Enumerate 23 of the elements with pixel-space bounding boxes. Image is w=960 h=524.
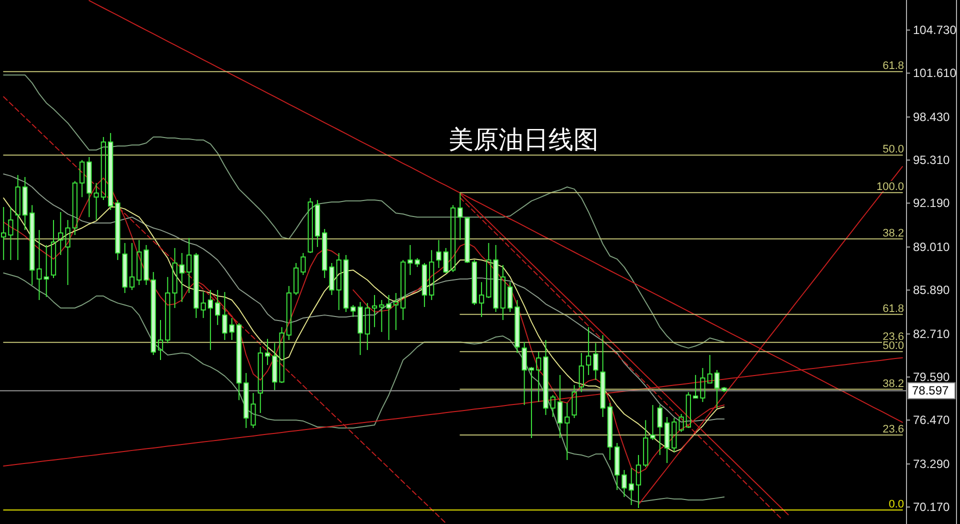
y-tick-label: 82.710 [913,326,950,341]
ref-line-label: 78.597 [912,384,950,398]
y-tick-label: 79.590 [913,370,950,384]
y-tick-label: 85.890 [913,283,950,298]
series-label: 50.0 [882,144,904,156]
y-tick-label: 76.470 [913,413,950,428]
y-tick-label: 92.190 [913,196,950,210]
y-tick-label: 98.430 [913,110,950,124]
series-label: 23.6 [882,423,904,436]
series-label: 61.8 [882,60,904,72]
y-tick-label: 101.610 [913,66,957,80]
y-tick-label: 89.010 [913,240,950,254]
series-label: 0.0 [888,498,904,511]
title: 美原油日线图 [448,126,599,154]
y-tick-label: 73.290 [913,456,950,471]
y-tick-label: 95.310 [913,153,950,168]
series-label: 38.2 [882,227,904,240]
y-tick-label: 70.170 [913,500,950,514]
y-tick-label: 104.730 [913,23,957,38]
series-label: 23.6 [882,330,904,343]
series-label: 50.0 [882,340,904,352]
series-label: 61.8 [882,302,904,315]
series-label: 38.2 [882,378,904,390]
